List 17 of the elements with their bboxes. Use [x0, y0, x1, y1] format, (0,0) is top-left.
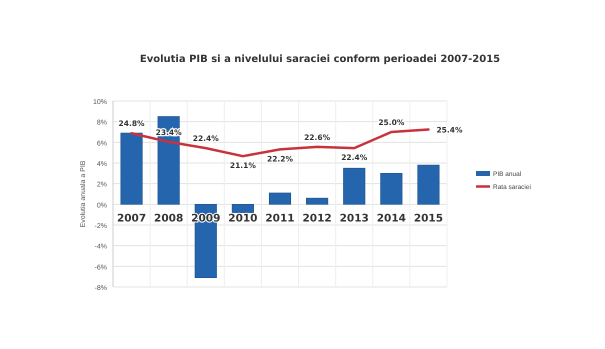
x-tick-label: 2007 [116, 212, 146, 224]
bar [306, 198, 328, 205]
bar [268, 192, 292, 205]
chart-title: Evolutia PIB si a nivelului saraciei conform perioadei 2007-2015 [140, 54, 500, 65]
bar [232, 204, 254, 213]
bar [343, 168, 366, 205]
bar [380, 173, 402, 205]
x-tick-label: 2012 [302, 212, 332, 224]
x-tick-label: 2015 [414, 212, 444, 224]
bar [120, 132, 143, 205]
x-tick-label: 2013 [340, 212, 369, 224]
x-tick-label: 2011 [265, 212, 295, 224]
bar [158, 116, 180, 205]
x-tick-label: 2008 [154, 212, 184, 224]
bar [417, 164, 440, 205]
x-tick-label: 2010 [228, 212, 258, 224]
x-tick-label: 2014 [376, 212, 406, 224]
